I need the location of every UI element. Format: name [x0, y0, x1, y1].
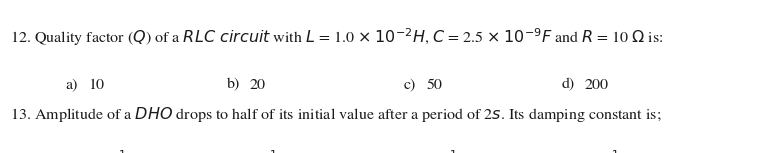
- Text: 12. Quality factor ($Q$) of a $\it{RLC\ circuit}$ with $\it{L}$ = 1.0 $\times$ $: 12. Quality factor ($Q$) of a $\it{RLC\ …: [10, 26, 664, 48]
- Text: 20: 20: [250, 78, 266, 92]
- Text: 13. Amplitude of a $\it{DHO}$ drops to half of its initial value after a period : 13. Amplitude of a $\it{DHO}$ drops to h…: [10, 105, 661, 124]
- Text: 200: 200: [584, 78, 608, 92]
- Text: a): a): [65, 78, 78, 92]
- Text: d): d): [561, 78, 574, 92]
- Text: 5 $\it{s}^{-1}$: 5 $\it{s}^{-1}$: [419, 149, 458, 153]
- Text: 0.7 $\it{s}^{-1}$: 0.7 $\it{s}^{-1}$: [227, 149, 278, 153]
- Text: b): b): [227, 78, 240, 92]
- Text: 4 $\it{s}^{-1}$: 4 $\it{s}^{-1}$: [581, 149, 619, 153]
- Text: 2 $\it{s}^{-1}$: 2 $\it{s}^{-1}$: [88, 149, 127, 153]
- Text: 50: 50: [427, 78, 443, 92]
- Text: 10: 10: [88, 78, 105, 92]
- Text: c): c): [404, 78, 416, 92]
